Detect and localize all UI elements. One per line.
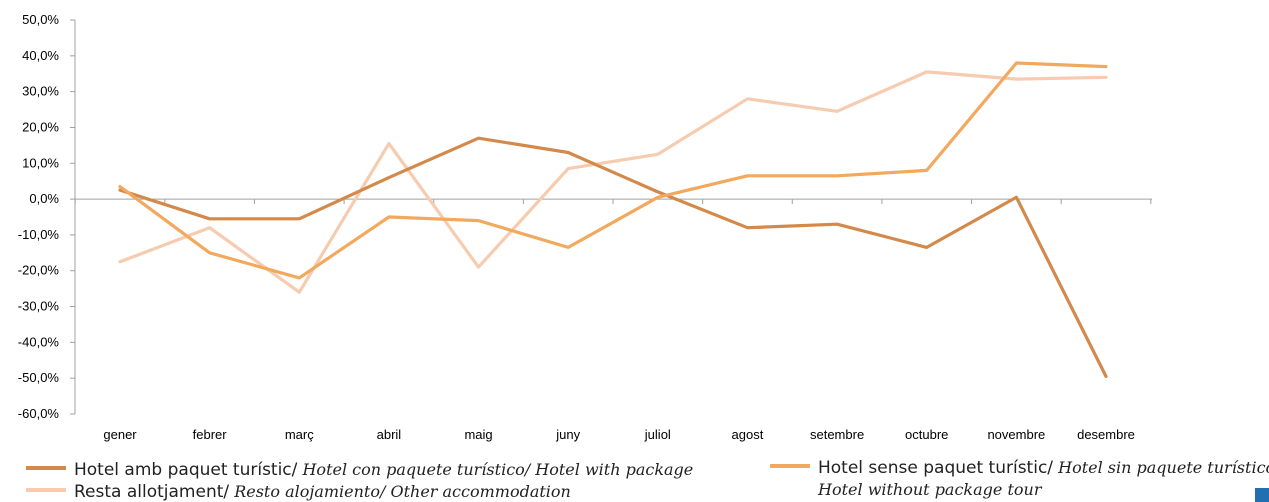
x-tick-label: setembre — [810, 427, 864, 442]
y-tick-label: 20,0% — [22, 119, 59, 134]
series-layer — [118, 61, 1108, 378]
legend-swatch-no-package — [770, 464, 810, 468]
x-tick-label: juny — [555, 427, 580, 442]
legend-item-other-accommodation: Resta allotjament/ Resto alojamiento/ Ot… — [26, 483, 571, 501]
x-tick-label: desembre — [1077, 427, 1135, 442]
corner-square-decoration — [1255, 488, 1269, 502]
legend-item-hotel-without-package: Hotel sense paquet turístic/ Hotel sin p… — [770, 459, 1269, 477]
x-tick-label: novembre — [987, 427, 1045, 442]
y-tick-label: -10,0% — [18, 227, 60, 242]
y-tick-label: 40,0% — [22, 48, 59, 63]
x-tick-label: octubre — [905, 427, 948, 442]
legend-label-regular: Hotel amb paquet turístic/ — [74, 460, 298, 480]
y-tick-label: -20,0% — [18, 263, 60, 278]
line-chart: 50,0% 40,0% 30,0% 20,0% 10,0% 0,0% -10,0% -20,0… — [18, 12, 1152, 442]
legend-label-italic: Resto alojamiento/ Other accommodation — [229, 482, 571, 501]
y-tick-label: -30,0% — [18, 299, 60, 314]
legend-swatch-package — [26, 466, 66, 470]
y-tick-label: -40,0% — [18, 334, 60, 349]
legend-label-italic: Hotel sin paquete turístico — [1053, 458, 1269, 477]
x-tick-label: juliol — [644, 427, 671, 442]
y-tick-label: 10,0% — [22, 155, 59, 170]
legend-label-italic: Hotel con paquete turístico/ Hotel with … — [297, 460, 694, 479]
y-tick-label: 30,0% — [22, 84, 59, 99]
y-tick-label: 0,0% — [29, 191, 59, 206]
series-line-no_package — [118, 61, 1108, 280]
x-axis-ticks: gener febrer març abril maig juny juliol agost s… — [74, 199, 1152, 442]
x-tick-label: abril — [377, 427, 402, 442]
series-line-other — [118, 70, 1108, 294]
legend-item-hotel-with-package: Hotel amb paquet turístic/ Hotel con paq… — [26, 461, 693, 479]
y-tick-label: -60,0% — [18, 406, 60, 421]
legend-swatch-other — [26, 488, 66, 492]
y-tick-label: -50,0% — [18, 370, 60, 385]
legend-label-italic-line2: Hotel without package tour — [818, 480, 1042, 499]
x-tick-label: maig — [464, 427, 492, 442]
legend-label-regular: Resta allotjament/ — [74, 482, 230, 502]
y-axis-ticks: 50,0% 40,0% 30,0% 20,0% 10,0% 0,0% -10,0% -20,0… — [18, 12, 75, 421]
x-tick-label: gener — [103, 427, 137, 442]
x-tick-label: març — [285, 427, 314, 442]
legend-label-regular: Hotel sense paquet turístic/ — [818, 458, 1054, 478]
series-line-package — [118, 136, 1108, 378]
axes — [74, 20, 1152, 414]
x-tick-label: agost — [732, 427, 764, 442]
x-tick-label: febrer — [193, 427, 228, 442]
y-tick-label: 50,0% — [22, 12, 59, 27]
legend-item-hotel-without-package-line2: Hotel without package tour — [818, 481, 1041, 499]
